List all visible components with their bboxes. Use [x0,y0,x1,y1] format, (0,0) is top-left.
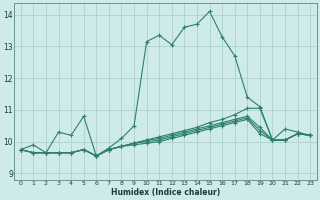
X-axis label: Humidex (Indice chaleur): Humidex (Indice chaleur) [111,188,220,197]
